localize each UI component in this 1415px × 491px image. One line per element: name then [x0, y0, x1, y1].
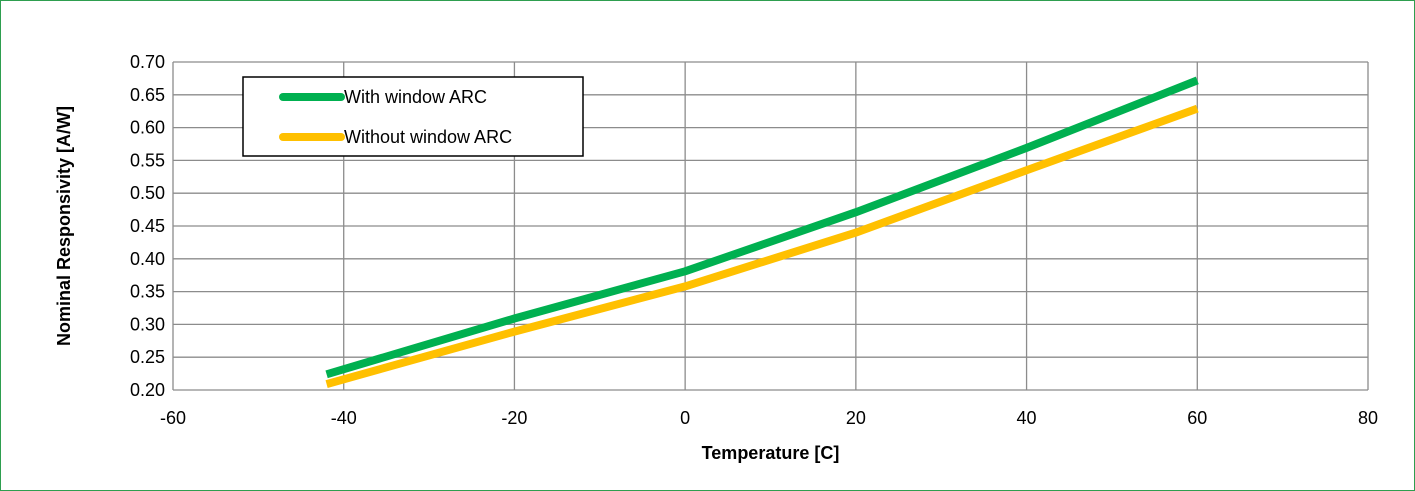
y-tick-label: 0.60 [130, 118, 165, 138]
series-line-0 [325, 76, 1199, 379]
y-tick-labels: 0.20 0.25 0.30 0.35 0.40 0.45 0.50 0.55 0.60 0.65… [130, 52, 165, 400]
y-tick-label: 0.40 [130, 249, 165, 269]
y-tick-label: 0.35 [130, 282, 165, 302]
legend-label-with-arc: With window ARC [344, 87, 487, 107]
x-tick-label: -60 [160, 408, 186, 428]
y-tick-label: 0.55 [130, 150, 165, 170]
x-tick-label: 80 [1358, 408, 1378, 428]
y-tick-label: 0.30 [130, 314, 165, 334]
y-tick-label: 0.45 [130, 216, 165, 236]
x-tick-label: -20 [501, 408, 527, 428]
series-lines [325, 76, 1199, 388]
x-axis-title: Temperature [C] [702, 443, 840, 463]
y-tick-label: 0.70 [130, 52, 165, 72]
x-tick-label: 60 [1187, 408, 1207, 428]
legend: With window ARC Without window ARC [242, 76, 584, 157]
series-line-1 [325, 104, 1199, 388]
legend-label-without-arc: Without window ARC [344, 127, 512, 147]
x-tick-label: 40 [1017, 408, 1037, 428]
x-tick-labels: -60 -40 -20 0 20 40 60 80 [160, 408, 1378, 428]
legend-box [242, 76, 584, 157]
x-tick-label: 20 [846, 408, 866, 428]
y-tick-label: 0.20 [130, 380, 165, 400]
y-tick-label: 0.25 [130, 347, 165, 367]
x-tick-label: -40 [331, 408, 357, 428]
y-tick-label: 0.50 [130, 183, 165, 203]
y-axis-title: Nominal Responsivity [A/W] [54, 106, 74, 346]
x-tick-label: 0 [680, 408, 690, 428]
y-tick-label: 0.65 [130, 85, 165, 105]
